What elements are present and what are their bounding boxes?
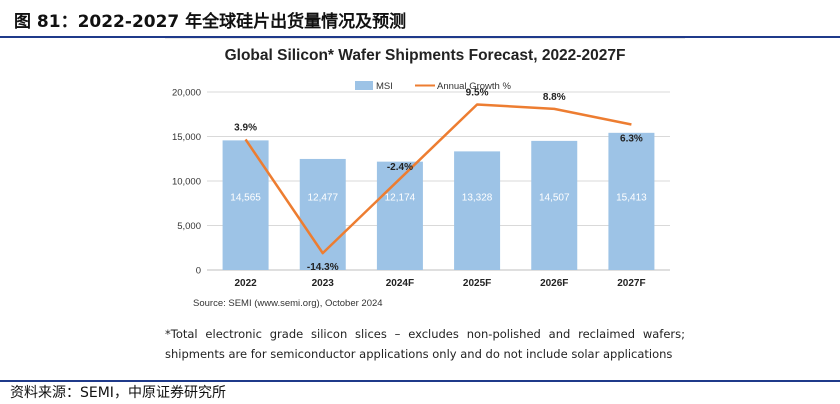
bottom-rule (0, 380, 840, 382)
y-tick-label-15000: 15,000 (172, 132, 201, 143)
bar-value-label-2022: 14,565 (230, 193, 261, 204)
bar-value-label-2025F: 13,328 (462, 193, 493, 204)
legend-label-msi: MSI (376, 81, 393, 92)
bar-value-label-2023: 12,477 (307, 193, 338, 204)
bar-2025F (454, 151, 501, 270)
bar-value-label-2024F: 12,174 (385, 193, 416, 204)
wafer-shipments-chart: Global Silicon* Wafer Shipments Forecast… (165, 38, 685, 309)
growth-label-2023: -14.3% (307, 262, 339, 273)
growth-label-2026F: 8.8% (543, 92, 566, 103)
chart-source-note: Source: SEMI (www.semi.org), October 202… (193, 298, 383, 309)
x-tick-label-2025F: 2025F (463, 278, 491, 289)
growth-label-2027F: 6.3% (620, 133, 643, 144)
bar-value-labels: 14,565 12,477 12,174 13,328 14,507 15,413 (230, 193, 647, 204)
source-line: 资料来源：SEMI，中原证券研究所 (10, 385, 226, 401)
y-tick-label-0: 0 (196, 266, 201, 277)
bar-2022 (222, 140, 269, 270)
growth-label-2024F: -2.4% (387, 162, 413, 173)
y-tick-label-20000: 20,000 (172, 88, 201, 99)
growth-label-2022: 3.9% (234, 122, 257, 133)
x-tick-label-2027F: 2027F (617, 278, 645, 289)
legend-swatch-msi (355, 81, 373, 90)
x-tick-label-2026F: 2026F (540, 278, 568, 289)
y-tick-label-5000: 5,000 (177, 221, 201, 232)
chart-footnote: *Total electronic grade silicon slices –… (165, 324, 685, 364)
footnote-line-1: *Total electronic grade silicon slices –… (165, 327, 685, 341)
y-tick-label-10000: 10,000 (172, 177, 201, 188)
footnote-line-2: shipments are for semiconductor applicat… (165, 347, 673, 361)
growth-line-series: 3.9% -14.3% -2.4% 9.5% 8.8% 6.3% (234, 87, 643, 273)
gridlines (207, 91, 670, 271)
x-tick-label-2023: 2023 (312, 278, 335, 289)
y-axis: 0 5,000 10,000 15,000 20,000 (172, 88, 201, 277)
chart-card: Global Silicon* Wafer Shipments Forecast… (165, 38, 685, 318)
figure-header: 图 81：2022-2027 年全球硅片出货量情况及预测 (0, 0, 840, 38)
x-tick-label-2022: 2022 (234, 278, 257, 289)
chart-title: Global Silicon* Wafer Shipments Forecast… (225, 47, 626, 64)
growth-line (244, 103, 632, 255)
bar-2027F (608, 132, 655, 270)
growth-label-2025F: 9.5% (466, 87, 489, 98)
bar-value-label-2026F: 14,507 (539, 193, 570, 204)
x-axis: 2022 2023 2024F 2025F 2026F 2027F (234, 278, 645, 289)
bars (222, 132, 655, 270)
bar-value-label-2027F: 15,413 (616, 193, 647, 204)
x-tick-label-2024F: 2024F (386, 278, 414, 289)
bar-2026F (531, 140, 578, 270)
legend-label-growth: Annual Growth % (437, 81, 511, 92)
legend: MSI Annual Growth % (355, 81, 511, 92)
figure-title: 图 81：2022-2027 年全球硅片出货量情况及预测 (14, 12, 407, 32)
